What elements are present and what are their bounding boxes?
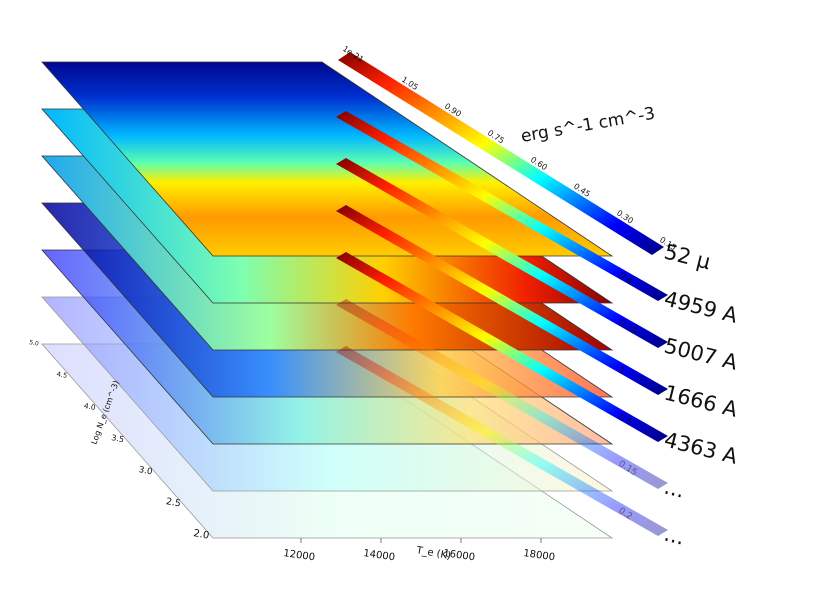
y-tick-label: 4.5 bbox=[56, 370, 68, 380]
layer-label: ... bbox=[662, 522, 687, 550]
y-tick-label: 4.0 bbox=[83, 401, 96, 412]
colorbar-strip-2 bbox=[336, 111, 668, 301]
colorbar-unit-label: erg s^-1 cm^-3 bbox=[519, 104, 656, 147]
x-tick-label: 12000 bbox=[283, 548, 316, 563]
colorbar-strip-7 bbox=[336, 346, 668, 536]
y-tick-label: 3.0 bbox=[138, 465, 153, 477]
layer-label: ... bbox=[662, 475, 687, 503]
y-tick-label: 3.5 bbox=[111, 433, 125, 444]
x-tick-label: 14000 bbox=[363, 548, 396, 563]
colorbar-strip-3 bbox=[336, 158, 668, 348]
colorbar-tick-label: 1 bbox=[616, 365, 626, 377]
colorbar-main bbox=[338, 52, 664, 255]
layer-label: 4363 A bbox=[662, 428, 741, 469]
x-tick-label: 16000 bbox=[443, 548, 476, 563]
layer-label: 52 µ bbox=[662, 240, 713, 275]
heatmap-layer-1 bbox=[41, 61, 614, 257]
layer-label: 4959 A bbox=[662, 287, 741, 328]
layer-label: 1666 A bbox=[662, 381, 741, 422]
y-tick-label: 2.0 bbox=[192, 528, 210, 542]
layer-label: 5007 A bbox=[662, 334, 741, 375]
colorbar-strip-4 bbox=[336, 205, 668, 395]
y-tick-label: 5.0 bbox=[29, 339, 40, 348]
x-tick-label: 18000 bbox=[523, 548, 556, 563]
colorbar-strip-6 bbox=[336, 299, 668, 489]
y-tick-label: 2.5 bbox=[165, 496, 182, 509]
colorbar-strip-5 bbox=[336, 252, 668, 442]
